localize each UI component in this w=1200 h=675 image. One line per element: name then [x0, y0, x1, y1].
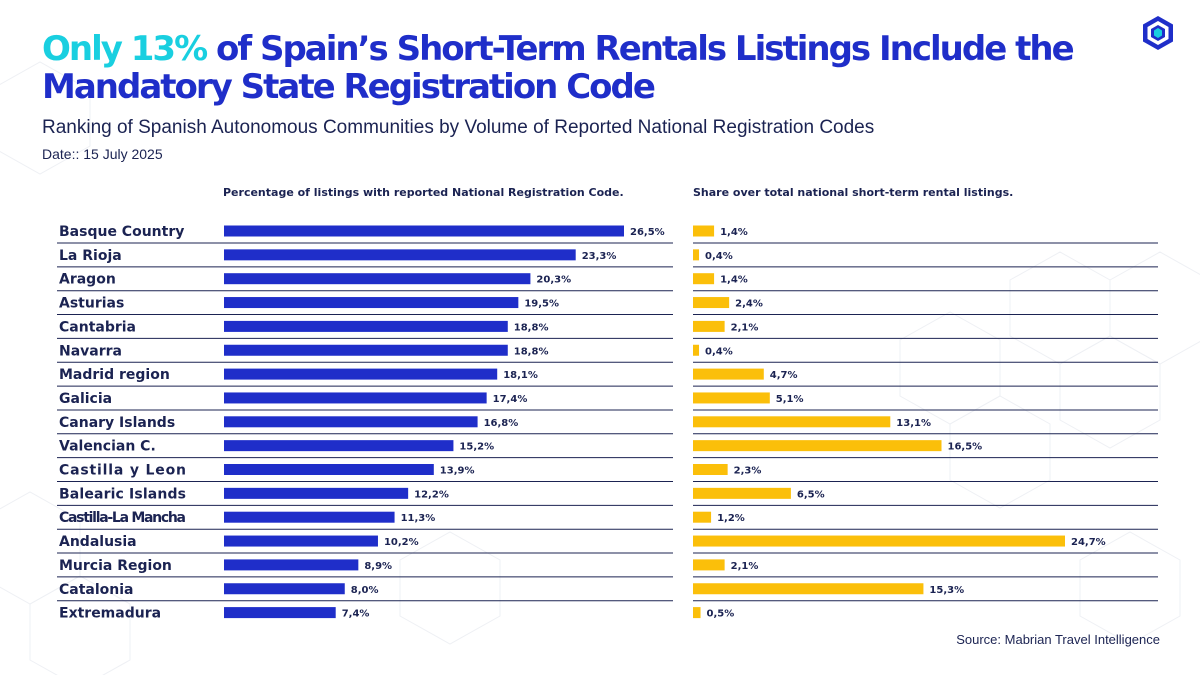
share-value-label: 5,1%	[776, 394, 804, 405]
registration-value-label: 23,3%	[582, 251, 617, 262]
share-bar-extremadura	[693, 607, 701, 619]
share-value-label: 4,7%	[770, 370, 798, 381]
registration-value-label: 18,8%	[514, 346, 549, 357]
registration-bar-basque-country	[224, 225, 624, 237]
registration-bar-castilla-y-leon	[224, 464, 434, 475]
category-label-extremadura: Extremadura	[59, 606, 161, 622]
share-bar-cantabria	[693, 320, 725, 332]
category-label-balearic-islands: Balearic Islands	[59, 486, 186, 502]
share-value-label: 1,4%	[720, 227, 748, 238]
share-value-label: 2,4%	[735, 299, 763, 310]
chart-title: Only 13% of Spain’s Short-Term Rentals L…	[42, 30, 1152, 106]
brand-logo	[1140, 14, 1176, 57]
registration-value-label: 18,1%	[503, 370, 538, 381]
share-value-label: 1,4%	[720, 275, 748, 286]
category-label-catalonia: Catalonia	[59, 582, 134, 598]
registration-bar-andalusia	[224, 535, 378, 547]
share-value-label: 2,1%	[731, 561, 759, 572]
share-bar-castilla-la-mancha	[693, 511, 712, 523]
share-value-label: 1,2%	[717, 513, 745, 524]
category-label-galicia: Galicia	[59, 391, 112, 407]
registration-value-label: 20,3%	[536, 275, 571, 286]
registration-value-label: 26,5%	[630, 227, 665, 238]
registration-bar-galicia	[224, 392, 487, 404]
share-value-label: 2,3%	[734, 466, 762, 477]
share-bar-balearic-islands	[693, 487, 791, 499]
registration-value-label: 11,3%	[401, 513, 436, 524]
share-bar-galicia	[693, 392, 770, 404]
series-header-share: Share over total national short-term ren…	[693, 186, 1014, 199]
share-bar-basque-country	[693, 225, 715, 237]
category-label-canary-islands: Canary Islands	[59, 415, 175, 431]
share-bar-murcia-region	[693, 559, 725, 571]
share-bar-aragon	[693, 273, 715, 285]
share-bar-asturias	[693, 297, 730, 309]
registration-bar-murcia-region	[224, 559, 359, 571]
share-value-label: 0,4%	[705, 346, 733, 357]
registration-bar-la-rioja	[224, 249, 576, 261]
registration-value-label: 18,8%	[514, 322, 549, 333]
registration-value-label: 12,2%	[414, 489, 449, 500]
category-label-navarra: Navarra	[59, 343, 122, 359]
share-bar-castilla-y-leon	[693, 464, 728, 475]
share-bar-valencian-c	[693, 440, 942, 452]
registration-value-label: 7,4%	[342, 609, 370, 620]
category-label-murcia-region: Murcia Region	[59, 558, 172, 574]
chart-subtitle: Ranking of Spanish Autonomous Communitie…	[42, 117, 875, 138]
registration-bar-navarra	[224, 344, 508, 356]
category-label-basque-country: Basque Country	[59, 224, 184, 240]
share-bar-madrid-region	[693, 368, 764, 380]
registration-value-label: 15,2%	[459, 442, 494, 453]
registration-bar-canary-islands	[224, 416, 478, 428]
registration-value-label: 13,9%	[440, 466, 475, 477]
category-label-andalusia: Andalusia	[59, 534, 137, 550]
registration-bar-castilla-la-mancha	[224, 511, 395, 523]
registration-value-label: 16,8%	[484, 418, 519, 429]
share-bar-la-rioja	[693, 249, 700, 261]
registration-value-label: 8,0%	[351, 585, 379, 596]
registration-bar-aragon	[224, 273, 531, 285]
registration-bar-cantabria	[224, 320, 508, 332]
registration-bar-asturias	[224, 297, 519, 309]
share-value-label: 0,5%	[707, 609, 735, 620]
share-value-label: 24,7%	[1071, 537, 1106, 548]
category-label-castilla-la-mancha: Castilla-La Mancha	[59, 510, 186, 526]
title-rest: of Spain’s Short-Term Rentals Listings I…	[42, 29, 1075, 107]
share-bar-andalusia	[693, 535, 1065, 547]
registration-value-label: 10,2%	[384, 537, 419, 548]
category-label-madrid-region: Madrid region	[59, 367, 170, 383]
series-header-registration: Percentage of listings with reported Nat…	[223, 186, 624, 199]
category-label-la-rioja: La Rioja	[59, 248, 122, 264]
registration-value-label: 19,5%	[524, 299, 559, 310]
category-label-cantabria: Cantabria	[59, 319, 136, 335]
category-label-castilla-y-leon: Castilla y Leon	[59, 463, 186, 479]
share-value-label: 6,5%	[797, 489, 825, 500]
registration-value-label: 8,9%	[364, 561, 392, 572]
registration-bar-valencian-c	[224, 440, 454, 452]
share-bar-navarra	[693, 344, 700, 356]
share-bar-catalonia	[693, 583, 924, 595]
share-bar-canary-islands	[693, 416, 891, 428]
share-value-label: 15,3%	[929, 585, 964, 596]
share-value-label: 0,4%	[705, 251, 733, 262]
registration-bar-madrid-region	[224, 368, 498, 380]
title-highlight: Only 13%	[42, 29, 208, 69]
registration-bar-catalonia	[224, 583, 345, 595]
share-value-label: 2,1%	[731, 322, 759, 333]
category-label-valencian-c: Valencian C.	[59, 439, 156, 455]
share-value-label: 13,1%	[896, 418, 931, 429]
registration-bar-balearic-islands	[224, 487, 409, 499]
category-label-asturias: Asturias	[59, 296, 124, 312]
category-label-aragon: Aragon	[59, 272, 116, 288]
chart-date: Date:: 15 July 2025	[42, 146, 163, 162]
share-value-label: 16,5%	[948, 442, 983, 453]
registration-bar-extremadura	[224, 607, 336, 619]
source-note: Source: Mabrian Travel Intelligence	[956, 632, 1160, 647]
registration-value-label: 17,4%	[493, 394, 528, 405]
